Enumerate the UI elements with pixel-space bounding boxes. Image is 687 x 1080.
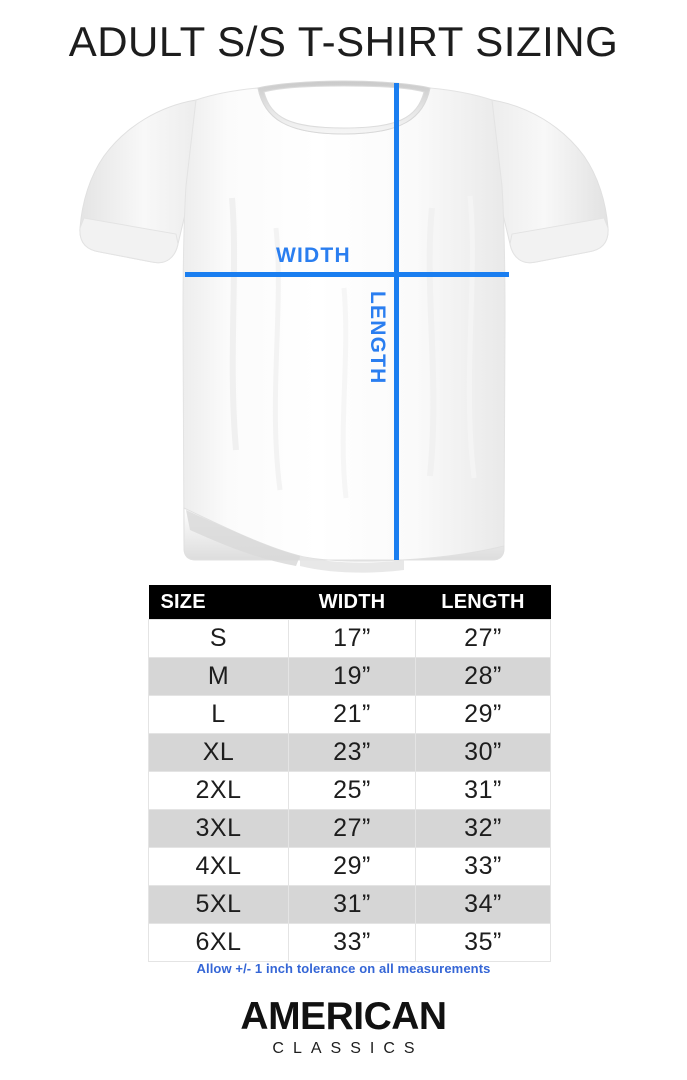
cell-size: 3XL xyxy=(148,809,289,848)
cell-size: 5XL xyxy=(148,885,289,924)
cell-size: 2XL xyxy=(148,771,289,810)
tshirt-illustration xyxy=(79,80,609,573)
table-body: S 17” 27” M 19” 28” L 21” 29” XL 23” 30” 2XL 25” 31” 3X… xyxy=(148,619,551,962)
cell-length: 33” xyxy=(415,847,551,886)
cell-length: 27” xyxy=(415,619,551,658)
cell-length: 28” xyxy=(415,657,551,696)
table-row: M 19” 28” xyxy=(148,657,551,696)
table-row: XL 23” 30” xyxy=(148,733,551,772)
table-row: 3XL 27” 32” xyxy=(148,809,551,848)
length-label: LENGTH xyxy=(366,291,389,385)
cell-size: M xyxy=(148,657,289,696)
cell-length: 32” xyxy=(415,809,551,848)
cell-width: 17” xyxy=(288,619,416,658)
table-row: L 21” 29” xyxy=(148,695,551,734)
column-header-size: SIZE xyxy=(148,585,289,620)
table-header: SIZE WIDTH LENGTH xyxy=(148,585,551,620)
table-row: S 17” 27” xyxy=(148,619,551,658)
cell-width: 29” xyxy=(288,847,416,886)
cell-width: 31” xyxy=(288,885,416,924)
tolerance-note: Allow +/- 1 inch tolerance on all measur… xyxy=(196,961,491,976)
cell-length: 30” xyxy=(415,733,551,772)
cell-width: 21” xyxy=(288,695,416,734)
cell-width: 33” xyxy=(288,923,416,962)
size-chart-table: SIZE WIDTH LENGTH S 17” 27” M 19” 28” L 21” 29” X… xyxy=(148,585,551,962)
cell-size: 6XL xyxy=(148,923,289,962)
table-row: 5XL 31” 34” xyxy=(148,885,551,924)
cell-size: L xyxy=(148,695,289,734)
brand-name-secondary: CLASSICS xyxy=(272,1040,424,1057)
column-header-width: WIDTH xyxy=(288,585,416,620)
cell-length: 34” xyxy=(415,885,551,924)
tshirt-diagram: WIDTH LENGTH xyxy=(0,78,687,578)
cell-width: 25” xyxy=(288,771,416,810)
column-header-length: LENGTH xyxy=(415,585,551,620)
cell-size: XL xyxy=(148,733,289,772)
cell-length: 35” xyxy=(415,923,551,962)
cell-size: 4XL xyxy=(148,847,289,886)
width-label: WIDTH xyxy=(276,244,351,267)
cell-size: S xyxy=(148,619,289,658)
cell-width: 27” xyxy=(288,809,416,848)
table-row: 2XL 25” 31” xyxy=(148,771,551,810)
length-measure-line xyxy=(394,83,399,560)
cell-length: 29” xyxy=(415,695,551,734)
table-row: 4XL 29” 33” xyxy=(148,847,551,886)
width-measure-line xyxy=(185,272,509,277)
cell-length: 31” xyxy=(415,771,551,810)
cell-width: 19” xyxy=(288,657,416,696)
brand-logo: AMERICAN CLASSICS xyxy=(0,996,687,1060)
table-row: 6XL 33” 35” xyxy=(148,923,551,962)
brand-name-primary: AMERICAN xyxy=(240,995,447,1038)
page-title: ADULT S/S T-SHIRT SIZING xyxy=(68,18,619,65)
table-header-row: SIZE WIDTH LENGTH xyxy=(148,585,551,620)
cell-width: 23” xyxy=(288,733,416,772)
